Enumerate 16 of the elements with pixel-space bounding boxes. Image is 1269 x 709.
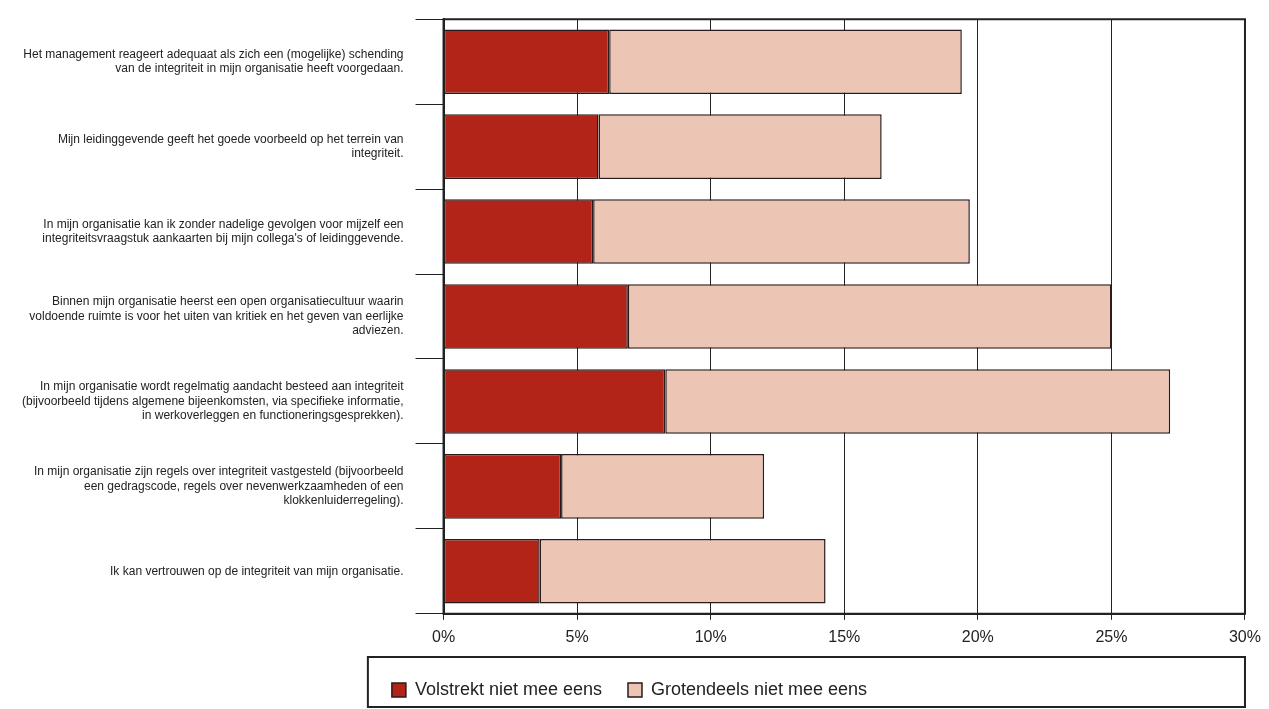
y-tick-label: Binnen mijn organisatie heerst een open organisatiecultuur waarin voldoende ruimte is voor het uiten van kritiek en het geven van eerlijke adviezen. xyxy=(29,294,404,338)
y-tick-label: In mijn organisatie kan ik zonder nadelige gevolgen voor mijzelf een integriteitsvraagstuk aankaarten bij mijn collega's of leidinggevende. xyxy=(42,216,404,246)
y-tick-label: Ik kan vertrouwen op de integriteit van mijn organisatie. xyxy=(110,563,404,578)
x-tick-label: 0% xyxy=(431,627,456,645)
x-tick-label: 5% xyxy=(565,627,589,645)
legend-label: Grotendeels niet mee eens xyxy=(650,678,868,699)
y-tick-label: In mijn organisatie wordt regelmatig aandacht besteed aan integriteit (bijvoorbeeld tijdens algemene bijeenkomsten, via specifieke informatie, in werkoverleggen en functioneringsgesprekken). xyxy=(21,379,405,423)
x-tick-label: 10% xyxy=(694,627,727,645)
legend-label: Volstrekt niet mee eens xyxy=(414,678,602,699)
x-tick-label: 15% xyxy=(828,627,861,645)
x-tick-label: 20% xyxy=(961,627,994,645)
x-tick-label: 30% xyxy=(1228,627,1261,645)
x-tick-label: 25% xyxy=(1095,627,1128,645)
y-tick-label: In mijn organisatie zijn regels over integriteit vastgesteld (bijvoorbeeld een gedragscode, regels over nevenwerkzaamheden of een klokkenluiderregeling). xyxy=(34,464,404,508)
y-tick-label: Het management reageert adequaat als zich een (mogelijke) schending van de integriteit in mijn organisatie heeft voorgedaan. xyxy=(23,46,404,76)
y-tick-label: Mijn leidinggevende geeft het goede voorbeeld op het terrein van integriteit. xyxy=(57,131,404,161)
